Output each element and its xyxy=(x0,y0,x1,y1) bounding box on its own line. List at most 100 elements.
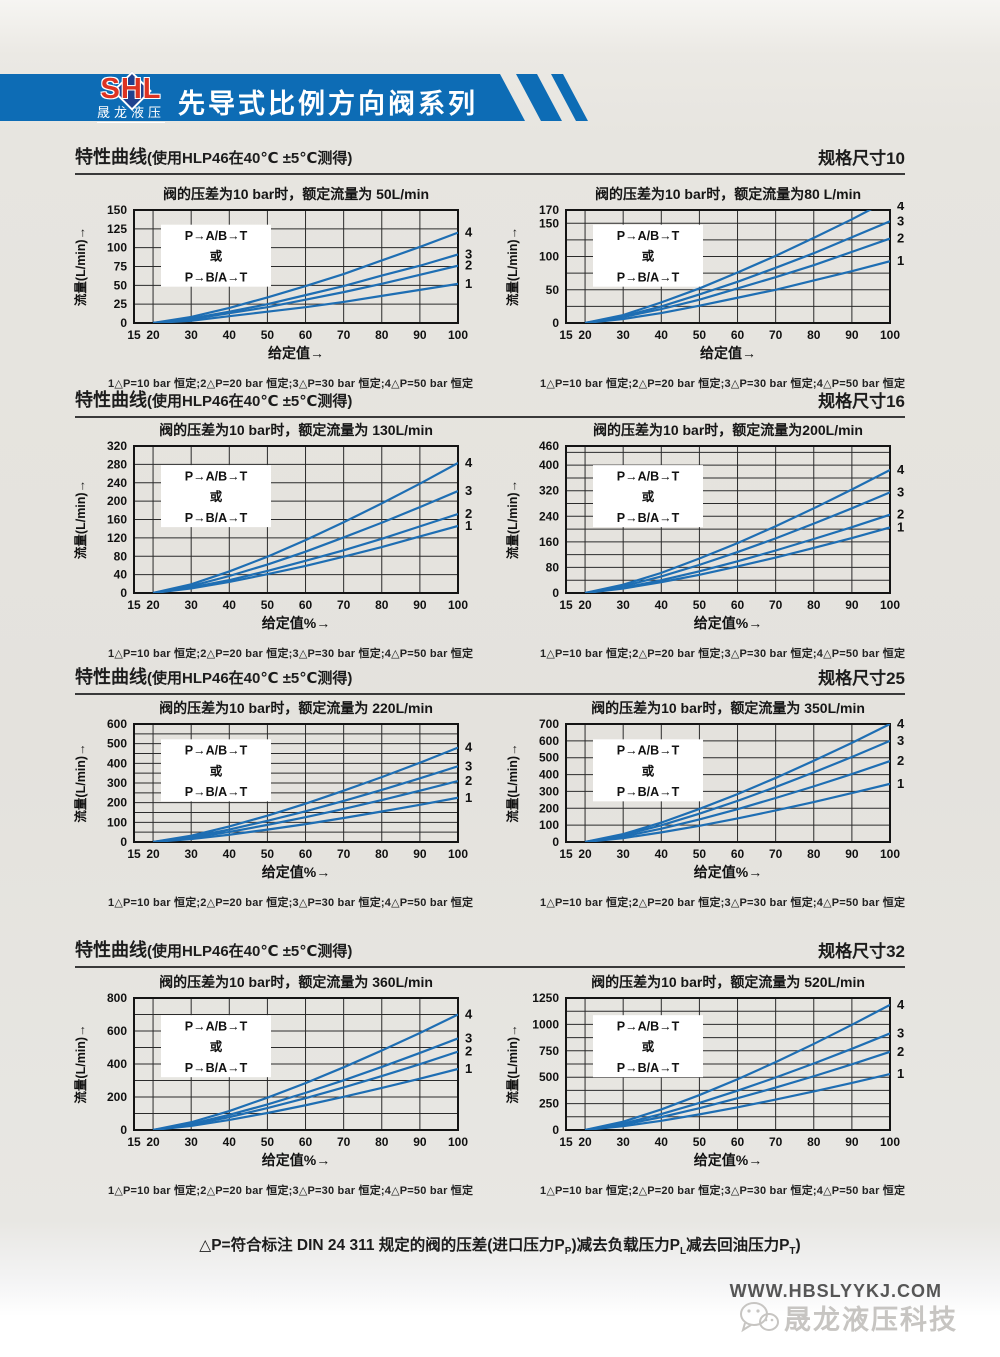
svg-text:100: 100 xyxy=(880,598,900,612)
svg-text:或: 或 xyxy=(642,763,655,778)
svg-text:50: 50 xyxy=(261,1135,275,1149)
svg-text:80: 80 xyxy=(375,598,389,612)
svg-text:15: 15 xyxy=(127,847,141,861)
svg-text:80: 80 xyxy=(375,847,389,861)
svg-text:70: 70 xyxy=(769,847,783,861)
svg-text:或: 或 xyxy=(210,249,223,264)
flow-chart-size16-130lmin: P→A/B→T或P→B/A→T1234040801201602002402803… xyxy=(73,439,473,631)
svg-text:或: 或 xyxy=(210,489,223,504)
svg-text:20: 20 xyxy=(146,847,160,861)
wechat-icon xyxy=(740,1301,779,1332)
svg-text:2: 2 xyxy=(897,507,904,522)
svg-text:4: 4 xyxy=(465,455,473,470)
svg-text:50: 50 xyxy=(114,278,128,292)
svg-text:70: 70 xyxy=(769,1135,783,1149)
svg-text:2: 2 xyxy=(897,753,904,768)
chart-title: 阀的压差为10 bar时，额定流量为 50L/min xyxy=(162,186,430,202)
note-text: )减去负载压力P xyxy=(571,1237,680,1254)
note-sub-p: P xyxy=(564,1246,572,1258)
svg-text:1: 1 xyxy=(465,518,472,533)
note-sub-l: L xyxy=(679,1246,687,1258)
svg-text:400: 400 xyxy=(107,1057,127,1071)
svg-text:170: 170 xyxy=(539,203,559,217)
svg-text:流量(L/min)→: 流量(L/min)→ xyxy=(73,1024,88,1103)
svg-text:流量(L/min)→: 流量(L/min)→ xyxy=(505,227,520,306)
svg-text:80: 80 xyxy=(114,549,128,563)
svg-text:20: 20 xyxy=(146,328,160,342)
svg-text:30: 30 xyxy=(616,1135,630,1149)
svg-text:60: 60 xyxy=(299,1135,313,1149)
svg-text:50: 50 xyxy=(261,847,275,861)
chart-block-size10-left: 阀的压差为10 bar时，额定流量为 50L/min P→A/B→T 或 P→B/A… xyxy=(70,184,506,391)
svg-text:70: 70 xyxy=(337,1135,351,1149)
size-label-16: 规格尺寸16 xyxy=(818,392,905,411)
chart-title: 阀的压差为10 bar时，额定流量为80 L/min xyxy=(594,186,862,202)
svg-text:90: 90 xyxy=(413,328,427,342)
svg-text:60: 60 xyxy=(299,598,313,612)
svg-text:3: 3 xyxy=(465,246,472,261)
svg-text:0: 0 xyxy=(552,835,559,849)
svg-text:40: 40 xyxy=(223,328,237,342)
note-sub-t: T xyxy=(789,1246,796,1258)
size-label-25: 规格尺寸25 xyxy=(818,669,905,688)
svg-text:给定值%→: 给定值%→ xyxy=(262,615,330,631)
svg-text:50: 50 xyxy=(261,328,275,342)
svg-text:500: 500 xyxy=(107,737,127,751)
svg-text:800: 800 xyxy=(107,991,127,1005)
svg-text:50: 50 xyxy=(693,328,707,342)
svg-text:90: 90 xyxy=(413,598,427,612)
svg-text:80: 80 xyxy=(375,328,389,342)
svg-text:流量(L/min)→: 流量(L/min)→ xyxy=(505,480,520,559)
svg-text:4: 4 xyxy=(897,716,905,731)
section-title: 特性曲线(使用HLP46在40℃ ±5℃测得) xyxy=(75,667,353,687)
svg-text:P→A/B→T: P→A/B→T xyxy=(617,229,680,243)
chart-block-size25-left: 阀的压差为10 bar时，额定流量为 220L/min P→A/B→T 或 P→B/… xyxy=(70,698,506,910)
svg-text:P→B/A→T: P→B/A→T xyxy=(185,511,248,525)
size-label-32: 规格尺寸32 xyxy=(818,942,905,961)
svg-text:40: 40 xyxy=(114,568,128,582)
svg-text:40: 40 xyxy=(655,1135,669,1149)
svg-text:4: 4 xyxy=(465,740,473,755)
svg-text:20: 20 xyxy=(146,1135,160,1149)
svg-text:40: 40 xyxy=(223,847,237,861)
svg-text:1: 1 xyxy=(465,276,472,291)
svg-text:40: 40 xyxy=(223,598,237,612)
svg-text:40: 40 xyxy=(655,328,669,342)
svg-text:1: 1 xyxy=(465,1061,472,1076)
banner-bar xyxy=(0,74,525,121)
svg-text:3: 3 xyxy=(897,213,904,228)
svg-text:90: 90 xyxy=(413,1135,427,1149)
svg-text:1: 1 xyxy=(897,776,904,791)
chart-title: 阀的压差为10 bar时，额定流量为 130L/min xyxy=(159,422,433,438)
svg-text:流量(L/min)→: 流量(L/min)→ xyxy=(505,1024,520,1103)
svg-text:80: 80 xyxy=(546,560,560,574)
svg-text:或: 或 xyxy=(642,249,655,264)
svg-text:2: 2 xyxy=(465,258,472,273)
svg-text:100: 100 xyxy=(448,328,468,342)
svg-text:500: 500 xyxy=(539,1070,559,1084)
svg-text:3: 3 xyxy=(465,483,472,498)
svg-text:P→A/B→T: P→A/B→T xyxy=(185,1020,248,1034)
svg-text:20: 20 xyxy=(578,328,592,342)
chart-caption: 1△P=10 bar 恒定;2△P=20 bar 恒定;3△P=30 bar 恒… xyxy=(108,378,474,390)
svg-text:90: 90 xyxy=(413,847,427,861)
svg-text:400: 400 xyxy=(107,756,127,770)
svg-text:3: 3 xyxy=(897,1025,904,1040)
svg-text:200: 200 xyxy=(107,796,127,810)
svg-text:4: 4 xyxy=(897,462,905,477)
svg-text:80: 80 xyxy=(807,847,821,861)
svg-text:500: 500 xyxy=(539,751,559,765)
svg-text:40: 40 xyxy=(223,1135,237,1149)
svg-text:60: 60 xyxy=(299,847,313,861)
svg-text:600: 600 xyxy=(107,1024,127,1038)
svg-text:300: 300 xyxy=(107,776,127,790)
logo-company-name: 晟龙液压 xyxy=(96,102,165,123)
svg-text:0: 0 xyxy=(120,1123,127,1137)
svg-text:750: 750 xyxy=(539,1044,559,1058)
svg-text:240: 240 xyxy=(539,509,559,523)
svg-text:P→A/B→T: P→A/B→T xyxy=(185,744,248,758)
svg-text:2: 2 xyxy=(897,1044,904,1059)
logo-shl-text: SHL xyxy=(86,71,176,111)
svg-text:或: 或 xyxy=(210,763,223,778)
